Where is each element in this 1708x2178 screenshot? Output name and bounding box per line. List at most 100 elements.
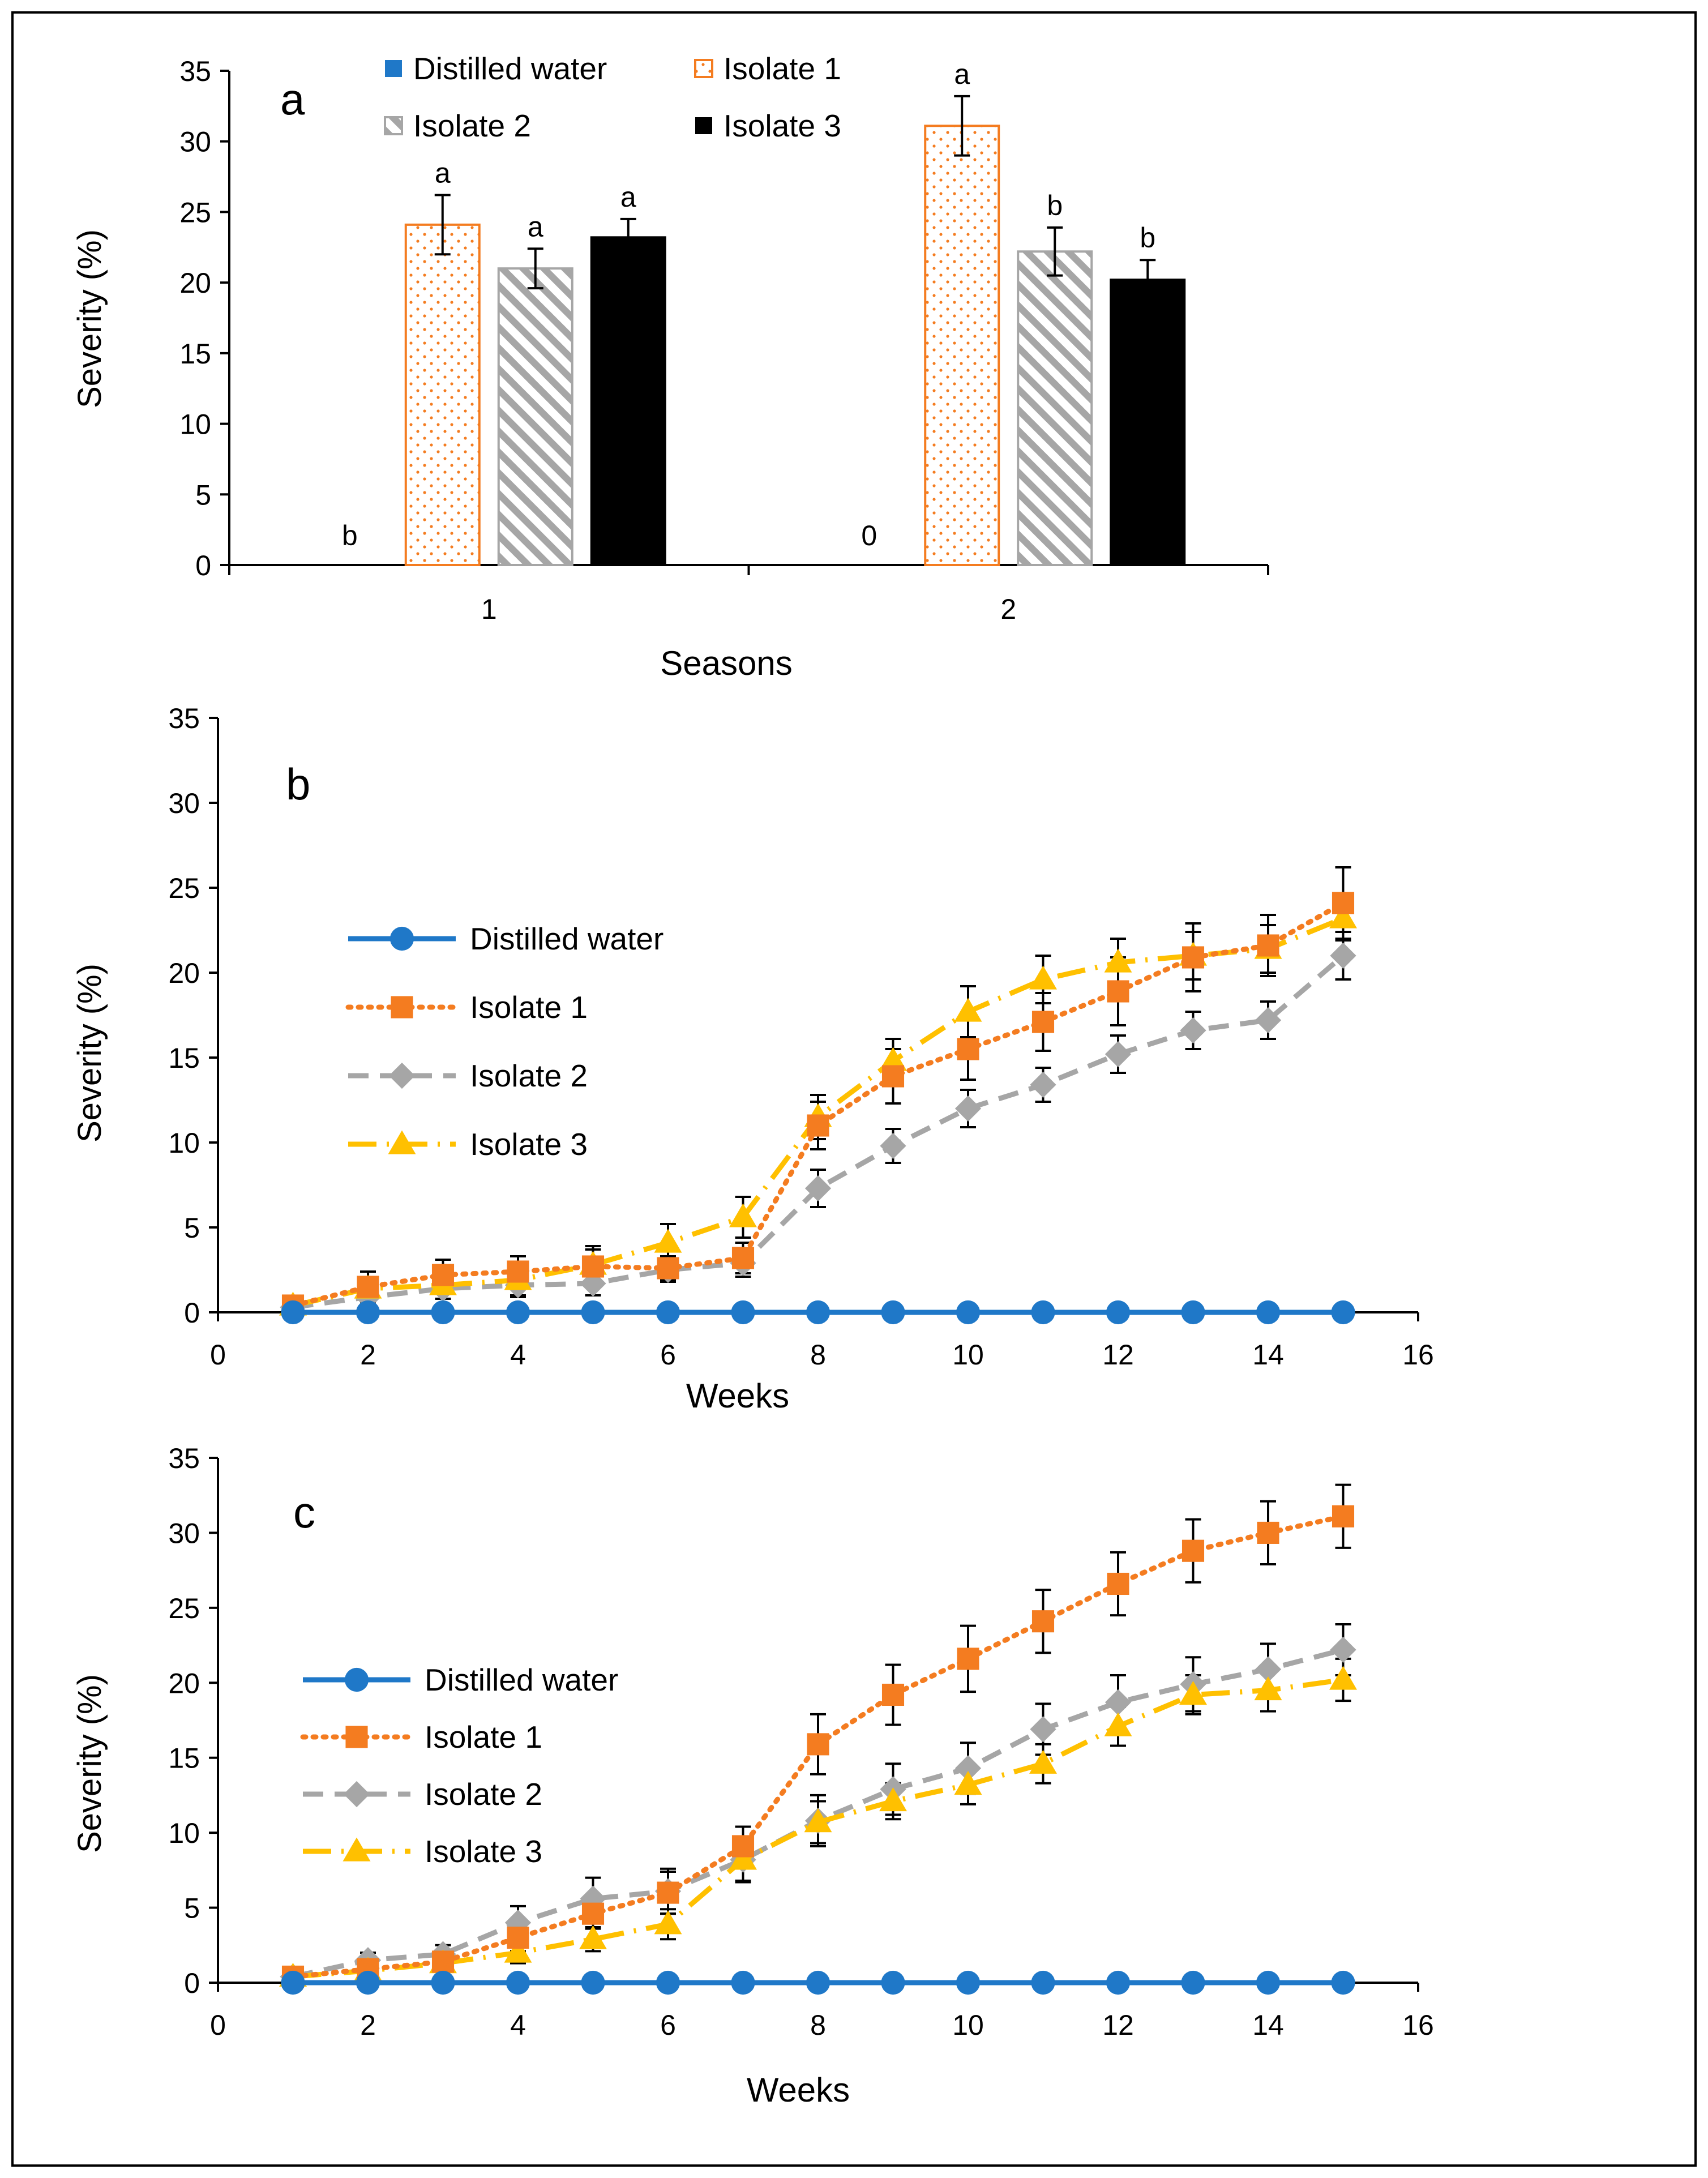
legend-label-isolate-2: Isolate 2: [413, 108, 531, 143]
marker-iso2-week-5: [580, 1270, 606, 1297]
panel-b-x-tick-label: 4: [510, 1339, 526, 1371]
panel-a-y-tick-label: 30: [179, 126, 211, 158]
bar-iso1-season-2: [924, 125, 1000, 566]
marker-iso1-week-13: [1182, 1539, 1205, 1562]
marker-iso3-week-10: [954, 1770, 982, 1795]
legend-marker-iso3: [343, 1837, 371, 1862]
marker-iso2-week-13: [1180, 1017, 1206, 1044]
marker-iso1-week-11: [1031, 1610, 1055, 1633]
panel-b-y-tick-label: 20: [168, 957, 200, 989]
marker-iso1-week-12: [1107, 1572, 1129, 1595]
marker-water-week-1: [281, 1970, 305, 1995]
marker-water-week-15: [1331, 1300, 1355, 1325]
marker-iso1-week-9: [881, 1683, 905, 1706]
marker-iso2-week-15: [1330, 942, 1356, 969]
panel-c-y-tick-label: 25: [168, 1593, 200, 1624]
marker-iso3-week-11: [1029, 1749, 1057, 1774]
panel-c-legend: Distilled water Isolate 1 Isolate 2 Isolate…: [300, 1662, 618, 1869]
panel-c-y-tick-label: 5: [184, 1893, 200, 1924]
panel-a-x-tick-label: 2: [1000, 593, 1016, 625]
legend-label-isolate-1: Isolate 1: [724, 51, 841, 86]
panel-c-x-axis-title: Weeks: [747, 2071, 850, 2109]
marker-iso3-week-11: [1029, 965, 1057, 990]
panel-b-x-tick-label: 8: [810, 1339, 826, 1371]
significance-letter-iso2-season-2: b: [1047, 190, 1063, 221]
legend-marker-iso2: [388, 1062, 416, 1089]
panel-c-x-tick-label: 14: [1252, 2009, 1284, 2041]
marker-iso1-week-3: [431, 1264, 455, 1286]
marker-iso2-week-12: [1105, 1041, 1132, 1068]
panel-b-x-tick-label: 0: [210, 1339, 226, 1371]
marker-water-week-14: [1256, 1970, 1281, 1995]
legend-label-iso1: Isolate 1: [470, 990, 588, 1025]
legend-swatch-isolate-1: [694, 59, 713, 78]
marker-iso2-week-11: [1030, 1716, 1056, 1743]
marker-iso1-week-15: [1332, 1505, 1355, 1527]
legend-swatch-isolate-2: [384, 116, 403, 135]
marker-iso3-week-9: [879, 1787, 907, 1812]
significance-letter-iso1-season-1: a: [435, 157, 451, 189]
panel-b-y-tick-label: 35: [168, 703, 200, 734]
panel-c-y-tick-label: 15: [168, 1743, 200, 1774]
legend-marker-water: [344, 1667, 369, 1692]
panel-b-y-tick-label: 5: [184, 1212, 200, 1244]
marker-iso1-week-15: [1332, 892, 1355, 914]
marker-iso3-week-5: [579, 1925, 607, 1949]
panel-b-y-tick-label: 10: [168, 1127, 200, 1159]
panel-b-x-tick-label: 10: [952, 1339, 984, 1371]
marker-iso2-week-12: [1105, 1689, 1132, 1715]
marker-iso1-week-5: [581, 1902, 605, 1925]
panel-c-series: [279, 1483, 1357, 1995]
bar-iso3-season-1: [590, 236, 666, 566]
significance-letter-iso2-season-1: a: [528, 211, 543, 242]
marker-water-week-12: [1106, 1970, 1131, 1995]
legend-marker-iso2: [343, 1781, 370, 1808]
panel-a-bars: b a a a 0 a b b: [342, 58, 1186, 567]
marker-iso3-week-6: [654, 1910, 682, 1935]
legend-marker-water: [389, 926, 414, 951]
marker-iso2-week-9: [880, 1132, 906, 1159]
marker-iso1-week-10: [957, 1648, 979, 1670]
marker-water-week-11: [1031, 1300, 1055, 1325]
bar-iso3-season-2: [1110, 279, 1186, 566]
marker-iso2-week-10: [954, 1095, 982, 1122]
marker-iso2-week-14: [1255, 1656, 1282, 1683]
marker-iso1-week-7: [731, 1247, 755, 1269]
marker-water-week-11: [1031, 1970, 1055, 1995]
significance-letter-iso3-season-2: b: [1140, 222, 1155, 254]
panel-b-x-tick-label: 2: [360, 1339, 376, 1371]
panel-c-y-tick-label: 0: [184, 1967, 200, 1999]
marker-iso3-week-15: [1329, 904, 1357, 928]
panel-a-y-tick-label: 20: [179, 267, 211, 299]
bar-iso1-season-1: [404, 223, 481, 566]
panel-c-x-tick-label: 4: [510, 2009, 526, 2041]
panel-b-x-tick-label: 16: [1402, 1339, 1434, 1371]
marker-iso1-week-6: [657, 1881, 679, 1904]
marker-iso3-week-14: [1254, 1676, 1282, 1701]
legend-label-water: Distilled water: [425, 1662, 618, 1697]
panel-c-x-tick-label: 10: [952, 2009, 984, 2041]
bar-iso2-season-2: [1017, 250, 1093, 567]
marker-water-week-10: [956, 1300, 981, 1325]
legend-swatch-isolate-3: [695, 117, 712, 134]
panel-b-line-chart: 0 5 10 15 20 25 30 35 0 2 4 6 8 10 12 14 16 b Weeks Seve…: [71, 703, 1434, 1415]
panel-a-label: a: [280, 74, 305, 124]
marker-water-week-15: [1331, 1970, 1355, 1995]
marker-iso2-week-15: [1330, 1636, 1356, 1663]
legend-label-iso2: Isolate 2: [425, 1777, 542, 1812]
panel-a-y-tick-label: 25: [179, 196, 211, 228]
panel-b-x-tick-label: 12: [1102, 1339, 1134, 1371]
panel-b-legend: Distilled water Isolate 1 Isolate 2 Isolate…: [345, 921, 663, 1162]
significance-letter-water-season-2: 0: [861, 520, 877, 551]
marker-iso2-week-10: [954, 1755, 982, 1782]
marker-iso2-week-8: [804, 1175, 832, 1202]
marker-water-week-5: [581, 1970, 605, 1995]
marker-water-week-14: [1256, 1300, 1281, 1325]
marker-water-week-3: [431, 1300, 455, 1325]
marker-iso3-week-7: [729, 1203, 757, 1227]
panel-b-y-tick-label: 0: [184, 1297, 200, 1329]
legend-label-distilled-water: Distilled water: [413, 51, 607, 86]
panel-b-y-tick-label: 30: [168, 788, 200, 819]
marker-iso3-week-12: [1104, 948, 1132, 973]
